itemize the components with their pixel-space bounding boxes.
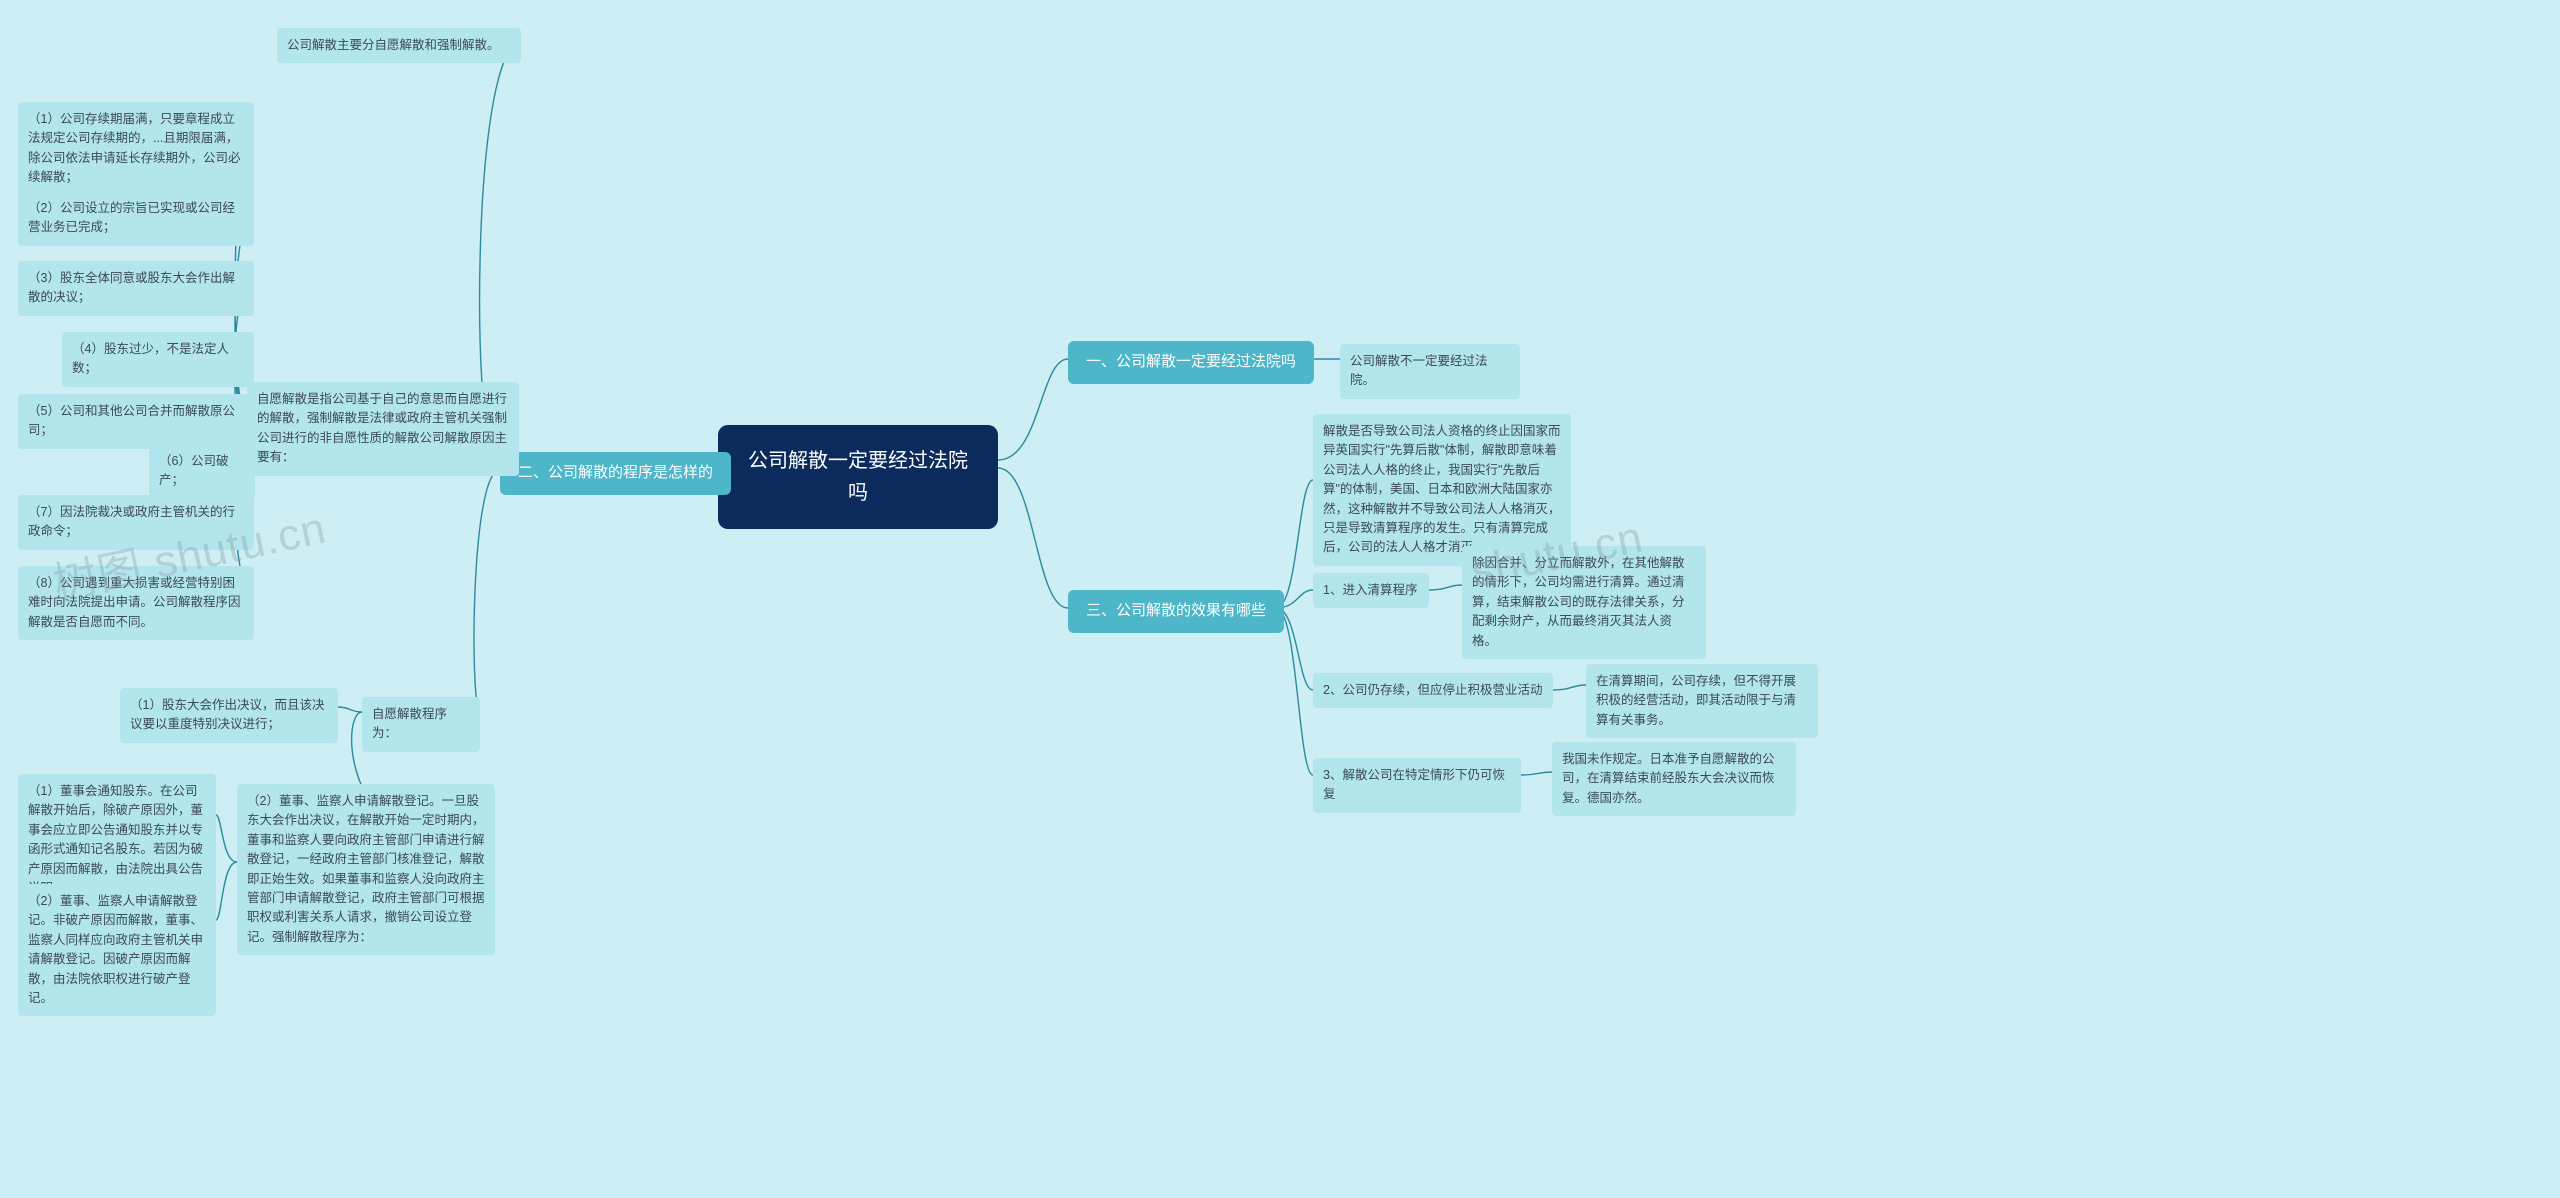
b2c2-item-5: （5）公司和其他公司合并而解散原公司； [18, 394, 254, 449]
b2c2-item-2: （2）公司设立的宗旨已实现或公司经营业务已完成； [18, 191, 254, 246]
b3-leaf-3: 2、公司仍存续，但应停止积极营业活动 [1313, 673, 1553, 708]
branch-1[interactable]: 一、公司解散一定要经过法院吗 [1068, 341, 1314, 384]
b2c2-item-1: （1）公司存续期届满，只要章程成立法规定公司存续期的，...且期限届满，除公司依… [18, 102, 254, 196]
b2c3b-item-2: （2）董事、监察人申请解散登记。非破产原因而解散，董事、监察人同样应向政府主管机… [18, 884, 216, 1016]
b2-leaf-2: 自愿解散是指公司基于自己的意思而自愿进行的解散，强制解散是法律或政府主管机关强制… [247, 382, 519, 476]
b2c2-item-4: （4）股东过少，不是法定人数； [62, 332, 254, 387]
b3-leaf-1: 解散是否导致公司法人资格的终止因国家而异英国实行"先算后散"体制，解散即意味着公… [1313, 414, 1571, 566]
root-line2: 吗 [848, 482, 868, 504]
b1-leaf-1: 公司解散不一定要经过法院。 [1340, 344, 1520, 399]
b2c3-item-1: （1）股东大会作出决议，而且该决议要以重度特别决议进行； [120, 688, 338, 743]
root-line1: 公司解散一定要经过法院 [748, 450, 968, 472]
branch-1-label: 一、公司解散一定要经过法院吗 [1086, 353, 1296, 370]
b2c2-item-8: （8）公司遇到重大损害或经营特别困难时向法院提出申请。公司解散程序因解散是否自愿… [18, 566, 254, 640]
b2c2-item-3: （3）股东全体同意或股东大会作出解散的决议； [18, 261, 254, 316]
b3-leaf-2: 1、进入清算程序 [1313, 573, 1429, 608]
b2c2-item-6: （6）公司破产； [149, 444, 255, 499]
b3-leaf-4a: 我国未作规定。日本准予自愿解散的公司，在清算结束前经股东大会决议而恢复。德国亦然… [1552, 742, 1796, 816]
b2c2-item-7: （7）因法院裁决或政府主管机关的行政命令； [18, 495, 254, 550]
b3-leaf-2a: 除因合并、分立而解散外，在其他解散的情形下，公司均需进行清算。通过清算，结束解散… [1462, 546, 1706, 659]
root-node: 公司解散一定要经过法院 吗 [718, 425, 998, 529]
b2c3-item-2: （2）董事、监察人申请解散登记。一旦股东大会作出决议，在解散开始一定时期内，董事… [237, 784, 495, 955]
branch-3[interactable]: 三、公司解散的效果有哪些 [1068, 590, 1284, 633]
branch-3-label: 三、公司解散的效果有哪些 [1086, 602, 1266, 619]
b3-leaf-4: 3、解散公司在特定情形下仍可恢复 [1313, 758, 1521, 813]
b2-leaf-1: 公司解散主要分自愿解散和强制解散。 [277, 28, 521, 63]
b3-leaf-3a: 在清算期间，公司存续，但不得开展积极的经营活动，即其活动限于与清算有关事务。 [1586, 664, 1818, 738]
branch-2[interactable]: 二、公司解散的程序是怎样的 [500, 452, 731, 495]
branch-2-label: 二、公司解散的程序是怎样的 [518, 464, 713, 481]
b2-leaf-3: 自愿解散程序为： [362, 697, 480, 752]
